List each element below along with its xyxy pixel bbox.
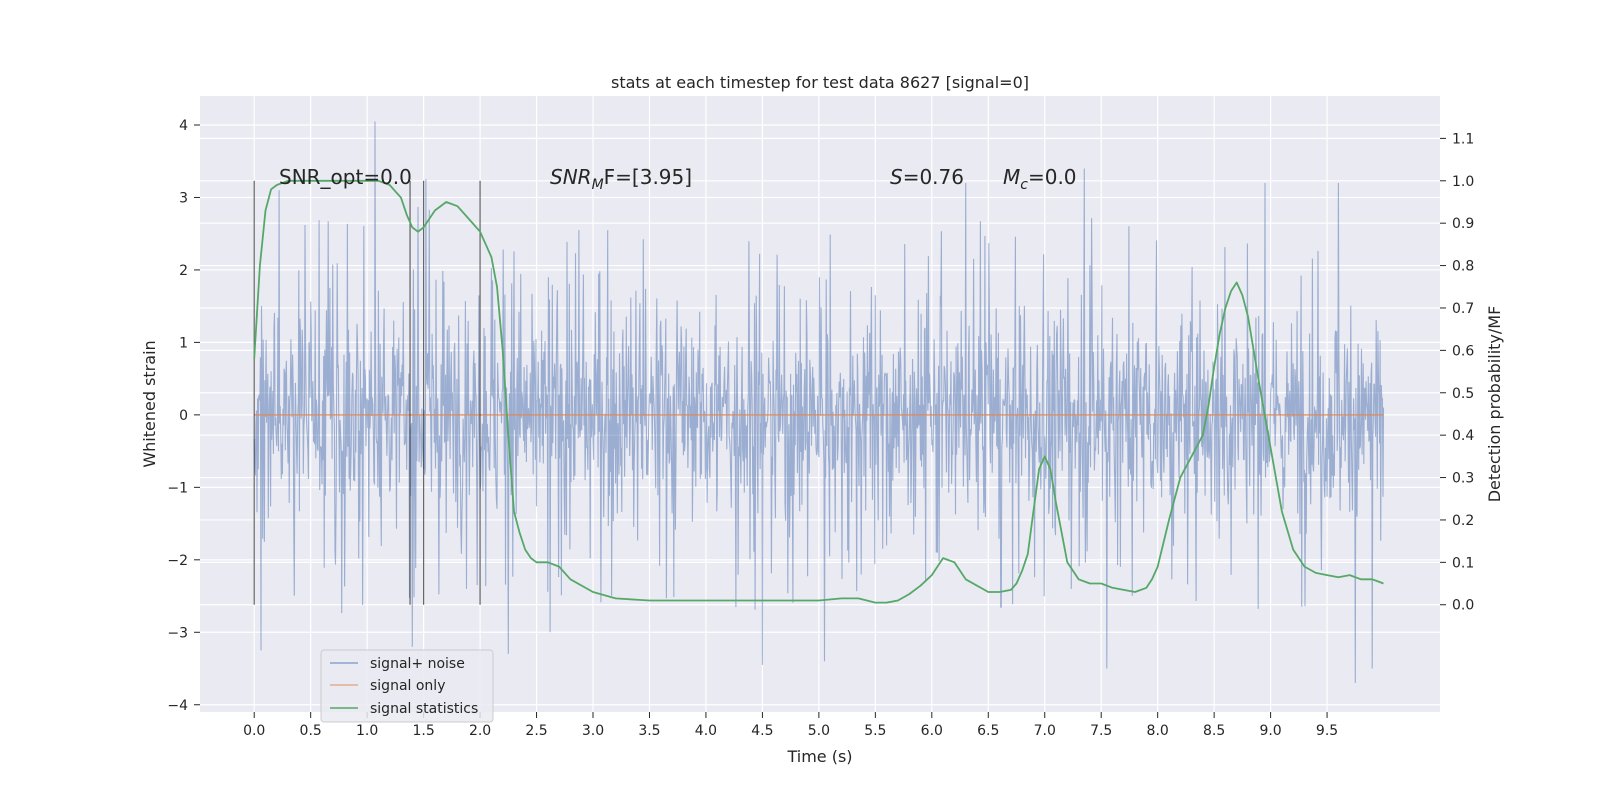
y2-tick-label: 0.5 bbox=[1452, 386, 1474, 402]
x-tick-label: 3.5 bbox=[638, 723, 660, 739]
y2-tick-label: 0.8 bbox=[1452, 259, 1474, 275]
y2-tick-label: 0.2 bbox=[1452, 513, 1474, 529]
vertical-markers bbox=[253, 180, 481, 605]
legend: signal+ noise signal only signal statist… bbox=[320, 649, 494, 723]
series-signal-plus-noise bbox=[253, 121, 1385, 684]
y2-tick-label: 0.7 bbox=[1452, 301, 1474, 317]
annotation-mc: Mc=0.0 bbox=[1003, 165, 1077, 193]
y2-tick-label: 0.3 bbox=[1452, 471, 1474, 487]
annotation-snr-mf-sub: M bbox=[592, 177, 604, 193]
x-tick-label: 2.0 bbox=[469, 723, 491, 739]
y2-tick-label: 0.0 bbox=[1452, 598, 1474, 614]
series-signal-statistics bbox=[253, 179, 1384, 604]
annotation-mc-base: M bbox=[1003, 165, 1020, 189]
x-tick-label: 7.5 bbox=[1090, 723, 1112, 739]
y-tick-label: −2 bbox=[167, 553, 188, 569]
y-tick-label: 4 bbox=[179, 118, 188, 134]
x-axis-label: Time (s) bbox=[786, 747, 852, 766]
y-tick-label: 2 bbox=[179, 263, 188, 279]
x-tick-label: 6.0 bbox=[921, 723, 943, 739]
x-tick-label: 9.5 bbox=[1316, 723, 1338, 739]
annotation-snr-mf-value: F=[3.95] bbox=[604, 165, 692, 189]
y2-tick-label: 0.6 bbox=[1452, 343, 1474, 359]
annotation-s-value: =0.76 bbox=[903, 165, 964, 189]
x-tick-label: 5.5 bbox=[864, 723, 886, 739]
x-tick-label: 7.0 bbox=[1034, 723, 1056, 739]
legend-label-signal-plus-noise: signal+ noise bbox=[370, 656, 465, 672]
x-tick-label: 4.5 bbox=[751, 723, 773, 739]
y-axis-right-ticks: 1.1 1.0 0.9 0.8 0.7 0.6 0.5 0.4 0.3 0.2 0.1 0.0 bbox=[1440, 131, 1474, 614]
y-tick-label: 3 bbox=[179, 190, 188, 206]
x-tick-label: 8.5 bbox=[1203, 723, 1225, 739]
signal-statistics-line bbox=[253, 179, 1384, 604]
x-tick-label: 6.5 bbox=[977, 723, 999, 739]
x-tick-label: 9.0 bbox=[1259, 723, 1281, 739]
annotation-s: S=0.76 bbox=[890, 165, 964, 189]
annotation-snr-mf-base: SNR bbox=[550, 165, 592, 189]
y-axis-left-ticks: 4 3 2 1 0 −1 −2 −3 −4 bbox=[167, 118, 200, 714]
x-tick-label: 1.5 bbox=[412, 723, 434, 739]
y2-axis-label: Detection probability/MF bbox=[1485, 306, 1504, 503]
x-tick-label: 5.0 bbox=[808, 723, 830, 739]
annotation-mc-sub: c bbox=[1020, 177, 1028, 193]
y2-tick-label: 1.0 bbox=[1452, 174, 1474, 190]
y-tick-label: −4 bbox=[167, 698, 188, 714]
annotation-snr-mf: SNRMF=[3.95] bbox=[550, 165, 692, 193]
y2-tick-label: 0.1 bbox=[1452, 555, 1474, 571]
y2-tick-label: 0.9 bbox=[1452, 216, 1474, 232]
y-tick-label: −1 bbox=[167, 480, 188, 496]
annotation-snr-opt: SNR_opt=0.0 bbox=[279, 165, 412, 189]
x-axis-ticks: 0.0 0.5 1.0 1.5 2.0 2.5 3.0 3.5 4.0 4.5 5.0 5.5 6.0 6… bbox=[243, 712, 1338, 739]
legend-label-signal-statistics: signal statistics bbox=[370, 701, 478, 717]
chart-title: stats at each timestep for test data 862… bbox=[611, 73, 1029, 92]
annotation-mc-value: =0.0 bbox=[1028, 165, 1077, 189]
legend-box bbox=[320, 649, 494, 723]
y-tick-label: 1 bbox=[179, 335, 188, 351]
x-tick-label: 0.0 bbox=[243, 723, 265, 739]
y2-tick-label: 1.1 bbox=[1452, 131, 1474, 147]
x-tick-label: 0.5 bbox=[300, 723, 322, 739]
x-tick-label: 8.0 bbox=[1147, 723, 1169, 739]
x-tick-label: 3.0 bbox=[582, 723, 604, 739]
noise-trace bbox=[253, 121, 1385, 684]
y2-tick-label: 0.4 bbox=[1452, 428, 1474, 444]
x-tick-label: 1.0 bbox=[356, 723, 378, 739]
legend-label-signal-only: signal only bbox=[370, 678, 445, 694]
y-tick-label: 0 bbox=[179, 408, 188, 424]
y-axis-label: Whitened strain bbox=[140, 340, 159, 467]
x-tick-label: 4.0 bbox=[695, 723, 717, 739]
x-tick-label: 2.5 bbox=[525, 723, 547, 739]
annotation-s-base: S bbox=[890, 165, 903, 189]
y-tick-label: −3 bbox=[167, 625, 188, 641]
